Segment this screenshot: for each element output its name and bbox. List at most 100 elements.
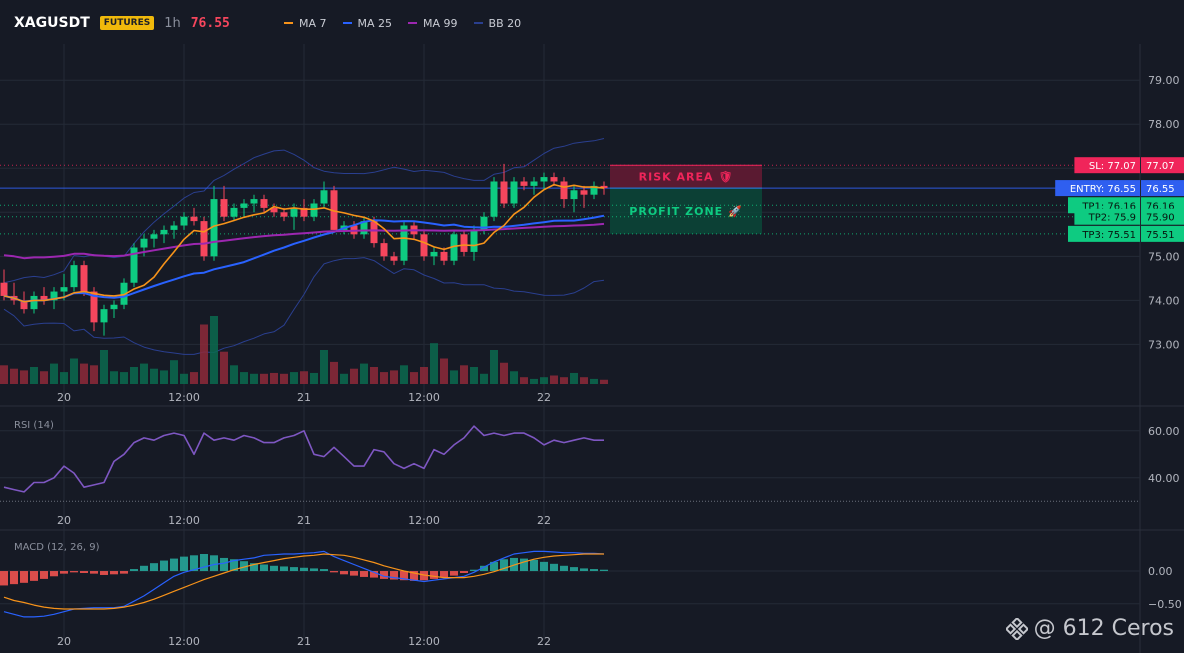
candle-body (450, 234, 458, 261)
binance-logo-icon (1005, 617, 1028, 640)
macd-hist-bar (480, 565, 488, 572)
macd-hist-bar (560, 565, 568, 572)
candle-body (430, 251, 438, 257)
macd-hist-bar (240, 561, 248, 572)
volume-bar (450, 370, 458, 384)
macd-hist-bar (80, 571, 88, 573)
legend-ma7-swatch (284, 22, 293, 24)
candle-body (70, 265, 78, 288)
macd-hist-bar (130, 569, 138, 572)
candle-body (480, 216, 488, 230)
candle-body (470, 229, 478, 252)
level-tag-label: TP1: 76.16 (1081, 201, 1136, 212)
interval-label[interactable]: 1h (164, 15, 181, 31)
x-tick-label: 20 (57, 391, 71, 404)
ma7-line (3, 183, 605, 303)
volume-bar (100, 350, 108, 384)
x-tick-label: 22 (537, 514, 551, 527)
rsi-tick-label: 40.00 (1148, 472, 1180, 485)
x-tick-label: 21 (297, 391, 311, 404)
macd-tick-label: 0.00 (1148, 565, 1173, 578)
macd-hist-bar (290, 567, 298, 572)
volume-bar (140, 363, 148, 384)
candle-body (30, 295, 38, 310)
macd-hist-bar (150, 563, 158, 572)
volume-bar (220, 351, 228, 384)
macd-title: MACD (12, 26, 9) (14, 542, 100, 553)
level-tag-label: ENTRY: 76.55 (1070, 184, 1136, 195)
macd-hist-bar (120, 571, 128, 574)
volume-bar (320, 350, 328, 384)
level-tag (1068, 225, 1140, 242)
volume-bar (530, 378, 538, 384)
x-tick-label: 12:00 (408, 514, 440, 527)
candle-body (270, 207, 278, 213)
candle-body (370, 221, 378, 244)
volume-bar (190, 372, 198, 384)
macd-hist-bar (300, 567, 308, 572)
last-price: 76.55 (190, 15, 230, 31)
macd-hist-bar (160, 560, 168, 572)
macd-hist-bar (0, 571, 8, 586)
volume-bar (340, 373, 348, 384)
legend-ma7-label: MA 7 (299, 16, 327, 30)
macd-hist-bar (180, 556, 188, 572)
candle-body (380, 243, 388, 257)
volume-bar (280, 373, 288, 384)
futures-badge: FUTURES (99, 16, 155, 30)
macd-hist-bar (570, 567, 578, 572)
macd-hist-bar (450, 571, 458, 576)
price-tick-label: 79.00 (1148, 74, 1180, 87)
candle-body (580, 190, 588, 195)
x-tick-label: 12:00 (168, 635, 200, 648)
macd-hist-bar (530, 559, 538, 572)
macd-hist-bar (60, 571, 68, 574)
macd-hist-bar (30, 571, 38, 581)
candle-body (40, 295, 48, 301)
volume-bar (260, 373, 268, 384)
macd-hist-bar (430, 571, 438, 579)
volume-bar (560, 377, 568, 384)
legend-ma99[interactable]: MA 99 (408, 17, 458, 30)
candle-body (100, 309, 108, 323)
macd-hist-bar (550, 563, 558, 572)
candle-body (220, 199, 228, 217)
macd-hist-bar (400, 571, 408, 581)
legend-ma25[interactable]: MA 25 (342, 16, 393, 30)
volume-bar (350, 368, 358, 384)
macd-hist-bar (200, 554, 208, 572)
volume-bar (400, 365, 408, 384)
symbol-name[interactable]: XAGUSDT (14, 15, 90, 31)
level-axis-tag (1141, 180, 1184, 197)
volume-bar (470, 367, 478, 384)
legend-ma7[interactable]: MA 7 (284, 17, 327, 30)
volume-bar (40, 371, 48, 384)
level-axis-value: 75.51 (1146, 230, 1175, 241)
macd-hist-bar (440, 571, 448, 578)
price-tick-label: 78.00 (1148, 118, 1180, 131)
volume-bar (310, 372, 318, 384)
candle-body (250, 199, 258, 204)
volume-bar (50, 363, 58, 384)
x-tick-label: 20 (57, 514, 71, 527)
volume-bar (110, 371, 118, 384)
legend-bb20[interactable]: BB 20 (473, 17, 521, 30)
level-tag (1055, 180, 1140, 197)
volume-bar (420, 367, 428, 384)
level-tag (1074, 208, 1140, 225)
legend-ma25-label: MA 25 (357, 16, 393, 30)
macd-hist-bar (540, 561, 548, 572)
price-tick-label: 75.00 (1148, 250, 1180, 263)
candle-body (520, 181, 528, 186)
x-tick-label: 22 (537, 391, 551, 404)
risk-area-label: RISK AREA 🛡 (639, 171, 734, 184)
candle-body (90, 291, 98, 323)
candle-body (490, 181, 498, 217)
macd-hist-bar (20, 571, 28, 583)
macd-hist-bar (270, 565, 278, 572)
candle-body (230, 207, 238, 217)
candle-body (530, 181, 538, 186)
macd-hist-bar (390, 571, 398, 580)
volume-bar (210, 316, 218, 384)
